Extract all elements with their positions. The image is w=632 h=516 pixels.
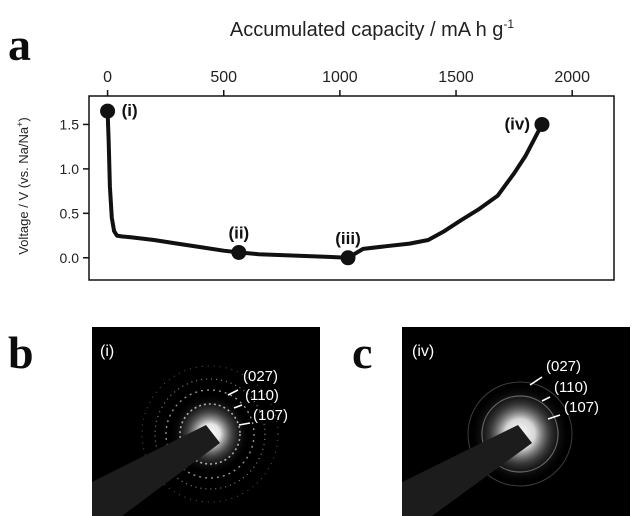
x-tick-label: 0 (103, 69, 112, 86)
x-axis-title: Accumulated capacity / mA h g-1 (230, 17, 514, 41)
state-marker-label: (ii) (228, 223, 249, 242)
diffraction-ring (179, 403, 241, 465)
state-markers: (i) (ii) (iii) (iv) (100, 101, 550, 266)
ring-label-110: (110) (554, 379, 588, 396)
state-marker-label: (i) (122, 101, 138, 120)
y-tick-label: 0.5 (60, 205, 80, 221)
y-tick-label: 0.0 (60, 250, 80, 266)
y-axis-title: Voltage / V (vs. Na/Na+) (15, 117, 31, 255)
state-marker (534, 116, 550, 132)
arrow-icon (529, 376, 543, 386)
arrow-icon (233, 404, 243, 409)
voltage-curve (105, 109, 544, 260)
diffraction-ring (481, 395, 559, 473)
diffraction-ring (154, 378, 266, 490)
diffraction-ring (467, 381, 573, 487)
state-marker (340, 250, 356, 266)
diffraction-pattern-i: (i) (027) (110) (107) (92, 327, 320, 516)
beam-stop (92, 425, 220, 516)
state-marker-label: (iii) (335, 229, 361, 248)
y-tick-label: 1.5 (60, 116, 80, 132)
ring-label-107: (107) (564, 399, 600, 416)
ring-label-027: (027) (546, 358, 582, 375)
state-marker (231, 244, 247, 260)
plot-frame (88, 95, 615, 281)
diffraction-ring (165, 389, 255, 479)
arrow-icon (238, 422, 251, 426)
ring-label-110: (110) (245, 387, 279, 404)
state-label-iv: (iv) (412, 343, 435, 360)
diffraction-ring (141, 365, 279, 503)
x-ticks: 0 500 1000 1500 2000 (103, 69, 590, 96)
arrow-icon (227, 389, 239, 396)
y-tick-label: 1.0 (60, 161, 80, 177)
state-marker-label: (iv) (504, 114, 530, 133)
diffraction-image-iv (402, 376, 573, 516)
state-label-i: (i) (100, 343, 115, 360)
x-tick-label: 1000 (322, 69, 358, 86)
y-ticks: 0.0 0.5 1.0 1.5 (60, 116, 89, 266)
diffraction-image-i (92, 365, 279, 516)
diffraction-pattern-iv: (iv) (027) (110) (107) (402, 327, 630, 516)
panel-label-b: b (8, 327, 34, 378)
x-tick-label: 2000 (554, 69, 590, 86)
arrow-icon (547, 414, 561, 420)
voltage-profile-chart: Accumulated capacity / mA h g-1 Voltage … (15, 17, 615, 281)
x-tick-label: 1500 (438, 69, 474, 86)
x-tick-label: 500 (210, 69, 237, 86)
beam-stop (402, 425, 532, 516)
state-marker (100, 103, 116, 119)
arrow-icon (541, 396, 551, 402)
panel-label-c: c (352, 327, 373, 378)
ring-label-107: (107) (253, 407, 289, 424)
panel-label-a: a (8, 19, 31, 70)
ring-label-027: (027) (243, 368, 279, 385)
